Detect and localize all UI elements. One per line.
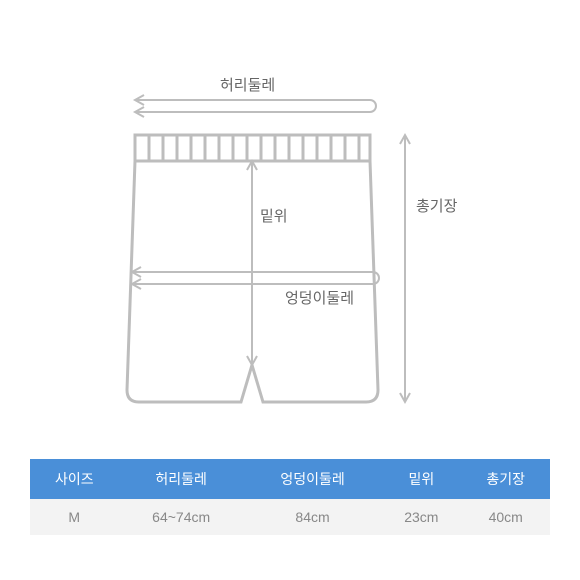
col-size: 사이즈 bbox=[30, 459, 119, 499]
cell-size: M bbox=[30, 499, 119, 535]
cell-length: 40cm bbox=[461, 499, 550, 535]
shorts-diagram: 허리둘레 밑위 엉덩이둘레 총기장 bbox=[100, 80, 480, 420]
size-table-container: 사이즈 허리둘레 엉덩이둘레 밑위 총기장 M 64~74cm 84cm 23c… bbox=[30, 459, 550, 535]
waist-label: 허리둘레 bbox=[220, 74, 275, 95]
cell-hip: 84cm bbox=[244, 499, 381, 535]
cell-rise: 23cm bbox=[381, 499, 461, 535]
length-label: 총기장 bbox=[416, 195, 457, 216]
cell-waist: 64~74cm bbox=[119, 499, 244, 535]
col-waist: 허리둘레 bbox=[119, 459, 244, 499]
col-rise: 밑위 bbox=[381, 459, 461, 499]
col-hip: 엉덩이둘레 bbox=[244, 459, 381, 499]
table-row: M 64~74cm 84cm 23cm 40cm bbox=[30, 499, 550, 535]
hip-label: 엉덩이둘레 bbox=[285, 287, 354, 308]
table-header-row: 사이즈 허리둘레 엉덩이둘레 밑위 총기장 bbox=[30, 459, 550, 499]
shorts-svg bbox=[100, 80, 480, 420]
col-length: 총기장 bbox=[461, 459, 550, 499]
size-table: 사이즈 허리둘레 엉덩이둘레 밑위 총기장 M 64~74cm 84cm 23c… bbox=[30, 459, 550, 535]
rise-label: 밑위 bbox=[260, 205, 288, 226]
